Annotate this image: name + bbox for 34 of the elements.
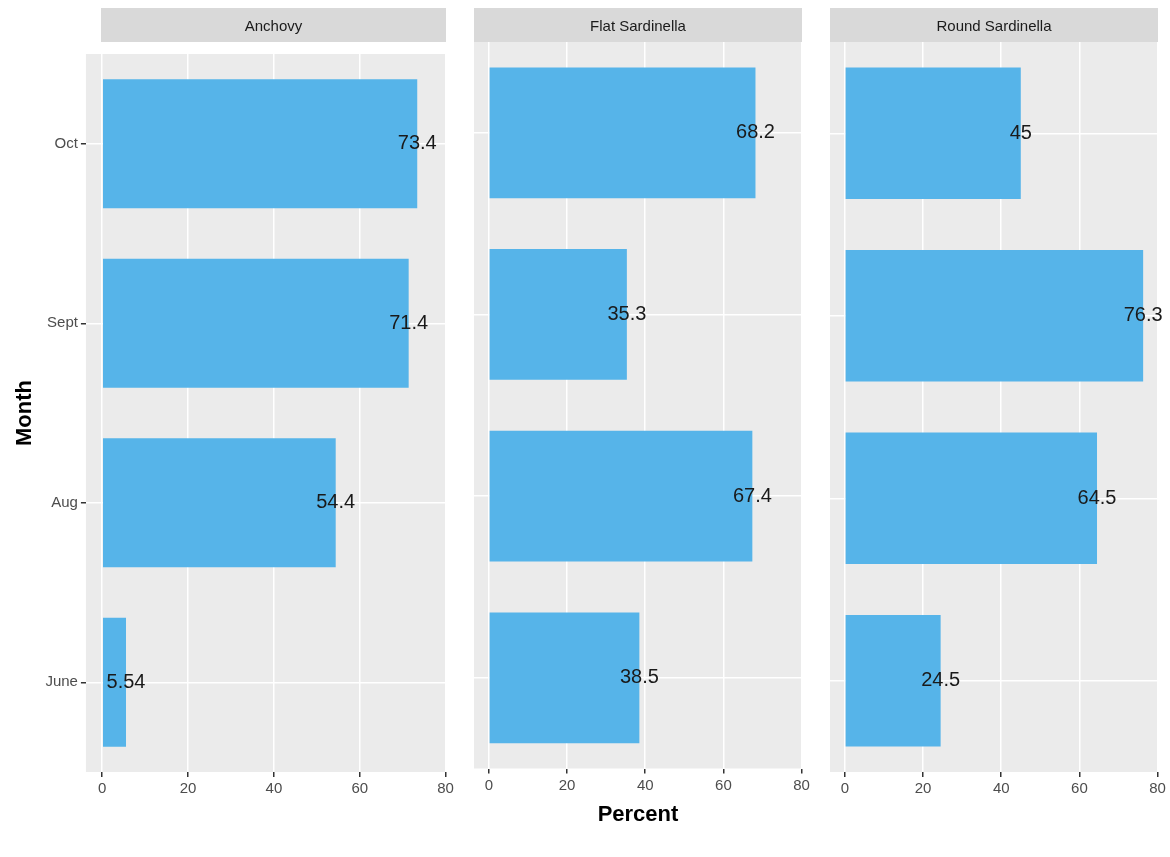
data-label: 24.5 xyxy=(921,668,961,691)
data-label: 64.5 xyxy=(1077,485,1117,508)
x-tick-label: 40 xyxy=(992,779,1010,797)
x-tick-label: 80 xyxy=(437,779,454,797)
x-tick-label: 20 xyxy=(914,779,932,797)
chart-title: Flat Sardinella xyxy=(474,8,802,42)
x-tick-label: 60 xyxy=(1071,779,1088,797)
x-tick-label: 20 xyxy=(179,779,197,797)
data-label: 71.4 xyxy=(389,310,429,333)
data-label: 73.4 xyxy=(397,131,437,154)
x-tick-label: 80 xyxy=(1149,779,1166,797)
x-tick-label: 60 xyxy=(351,779,369,797)
x-tick-label: 40 xyxy=(636,775,654,793)
y-axis-title: Month xyxy=(11,380,37,446)
data-label: 5.54 xyxy=(106,669,146,692)
x-tick-label: 20 xyxy=(558,775,576,793)
x-tick-label: 40 xyxy=(265,779,283,797)
chart-title: Round Sardinella xyxy=(830,8,1158,42)
x-tick-label: 0 xyxy=(484,775,494,793)
y-tick-label: June xyxy=(45,672,78,690)
y-tick-label: Oct xyxy=(54,133,79,151)
data-label: 76.3 xyxy=(1123,303,1163,326)
data-label: 68.2 xyxy=(736,120,775,143)
data-label: 54.4 xyxy=(316,490,356,513)
data-label: 38.5 xyxy=(619,665,659,688)
chart-title: Anchovy xyxy=(101,8,446,42)
data-label: 35.3 xyxy=(607,301,647,324)
x-tick-label: 0 xyxy=(840,779,850,797)
x-tick-label: 0 xyxy=(98,779,107,797)
x-axis-title: Percent xyxy=(597,800,680,826)
x-tick-label: 60 xyxy=(715,775,732,793)
y-tick-label: Aug xyxy=(51,492,78,510)
y-tick-label: Sept xyxy=(47,313,79,331)
x-tick-label: 80 xyxy=(793,775,810,793)
